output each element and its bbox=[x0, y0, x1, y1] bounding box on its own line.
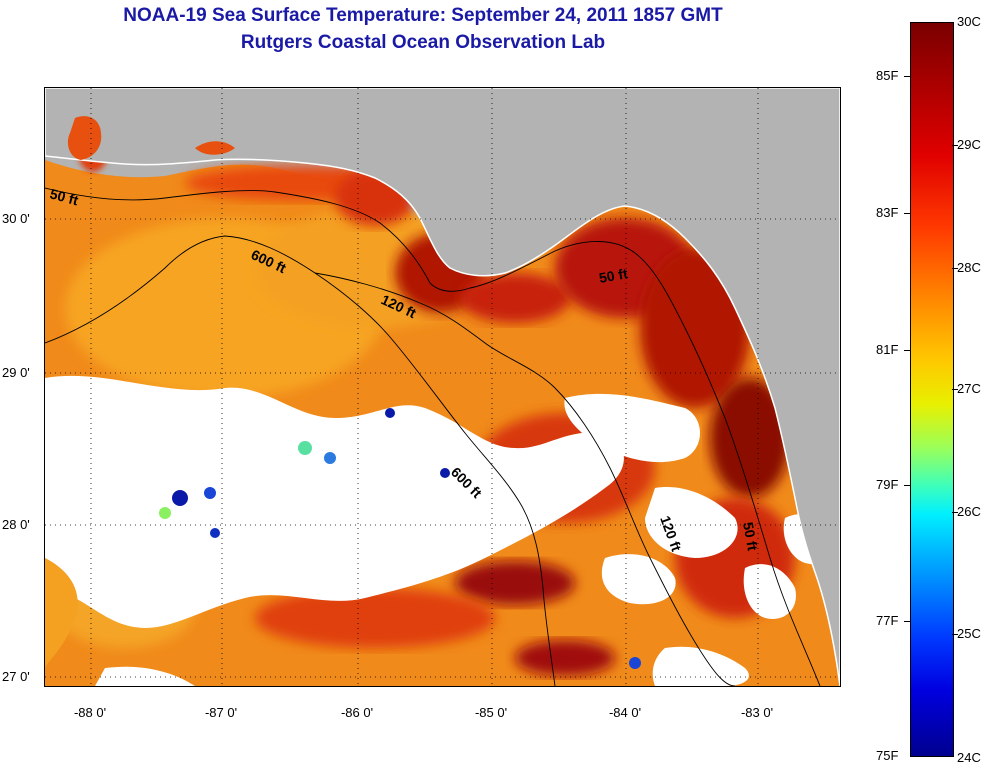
lon-label-86: -86 0' bbox=[340, 705, 374, 720]
colorbar-tick bbox=[952, 268, 958, 269]
map-subtitle: Rutgers Coastal Ocean Observation Lab bbox=[240, 32, 606, 53]
lat-label-29: 29 0' bbox=[2, 365, 30, 380]
lon-label-88: -88 0' bbox=[73, 705, 107, 720]
colorbar-f-81: 81F bbox=[876, 342, 899, 357]
depth-contours bbox=[45, 187, 821, 686]
contour-label-50ft-south: 50 ft bbox=[740, 521, 761, 552]
colorbar-c-29: 29C bbox=[957, 137, 981, 152]
colorbar-tick bbox=[904, 76, 910, 77]
colorbar-tick bbox=[904, 350, 910, 351]
sst-map[interactable]: 50 ft 600 ft 120 ft 50 ft 600 ft 120 ft … bbox=[44, 87, 841, 687]
land-mass bbox=[45, 88, 840, 686]
lon-label-85: -85 0' bbox=[474, 705, 508, 720]
colorbar-f-75: 75F bbox=[876, 748, 899, 763]
contour-label-50ft-bigbend: 50 ft bbox=[598, 265, 629, 286]
contour-label-50ft-west: 50 ft bbox=[48, 185, 80, 208]
colorbar-c-30: 30C bbox=[957, 14, 981, 29]
colorbar-tick bbox=[952, 634, 958, 635]
colorbar-c-26: 26C bbox=[957, 504, 981, 519]
colorbar-c-24: 24C bbox=[957, 750, 981, 765]
colorbar-c-25: 25C bbox=[957, 626, 981, 641]
colorbar-tick bbox=[904, 621, 910, 622]
colorbar-f-83: 83F bbox=[876, 205, 899, 220]
lon-label-84: -84 0' bbox=[608, 705, 642, 720]
cool-patches bbox=[159, 408, 641, 669]
lat-label-28: 28 0' bbox=[2, 517, 30, 532]
lat-label-30: 30 0' bbox=[2, 211, 30, 226]
colorbar-f-77: 77F bbox=[876, 613, 899, 628]
colorbar-tick bbox=[904, 485, 910, 486]
colorbar-tick bbox=[952, 145, 958, 146]
colorbar-f-79: 79F bbox=[876, 477, 899, 492]
colorbar-c-27: 27C bbox=[957, 381, 981, 396]
lat-label-27: 27 0' bbox=[2, 669, 30, 684]
lon-label-87: -87 0' bbox=[204, 705, 238, 720]
lon-label-83: -83 0' bbox=[740, 705, 774, 720]
bay-warm bbox=[67, 116, 102, 160]
map-title: NOAA-19 Sea Surface Temperature: Septemb… bbox=[123, 5, 723, 26]
colorbar-tick bbox=[952, 389, 958, 390]
bay-warm-east bbox=[195, 141, 235, 155]
temperature-colorbar bbox=[910, 22, 954, 757]
colorbar-f-85: 85F bbox=[876, 68, 899, 83]
colorbar-c-28: 28C bbox=[957, 260, 981, 275]
colorbar-tick bbox=[904, 213, 910, 214]
colorbar-tick bbox=[952, 512, 958, 513]
